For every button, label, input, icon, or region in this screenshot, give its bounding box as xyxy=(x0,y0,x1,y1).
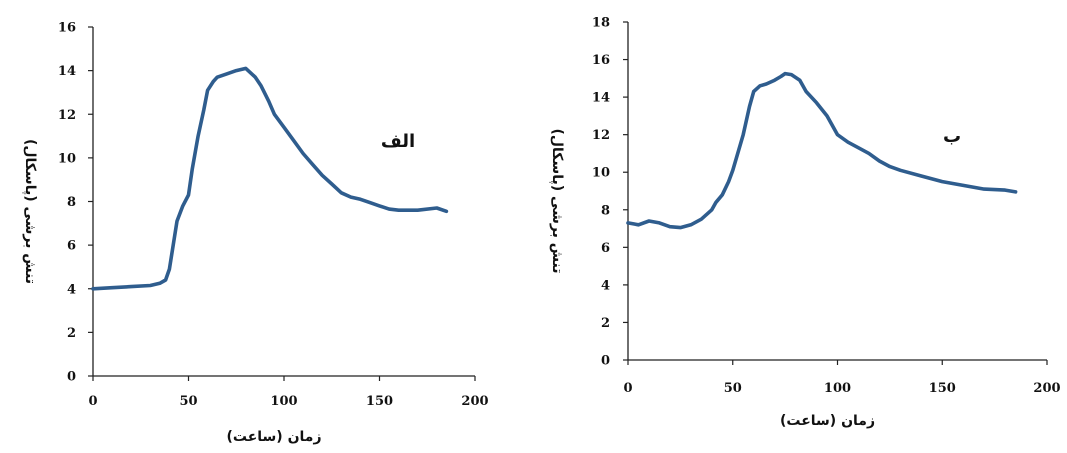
x-axis-title: زمان (ساعت) xyxy=(226,429,321,445)
x-tick-label: 200 xyxy=(1033,381,1060,396)
x-tick-label: 100 xyxy=(270,394,297,409)
y-tick-label: 8 xyxy=(67,195,76,210)
y-tick-label: 2 xyxy=(601,316,610,331)
y-tick-label: 6 xyxy=(601,241,610,256)
panel-label: الف xyxy=(381,131,415,152)
panel-label: ب xyxy=(943,126,961,147)
y-axis-title: تنش برشی (پاسکال) xyxy=(22,139,38,284)
chart-panel-1: 0 2 4 6 8 10 12 14 16 0 50 100 150 200 زمان (ساعت) تنش … xyxy=(22,21,489,446)
x-tick-label: 200 xyxy=(461,394,488,409)
y-tick-label: 10 xyxy=(592,166,610,181)
y-tick-label: 16 xyxy=(592,53,610,68)
y-tick-label: 18 xyxy=(592,16,610,31)
y-tick-label: 14 xyxy=(58,64,76,79)
y-tick-label: 0 xyxy=(67,370,76,385)
y-axis-title: تنش برشی (پاسکال) xyxy=(549,128,565,273)
x-tick-label: 50 xyxy=(179,394,197,409)
x-tick-label: 150 xyxy=(366,394,393,409)
x-tick-label: 100 xyxy=(824,381,851,396)
x-axis-title: زمان (ساعت) xyxy=(780,413,875,429)
x-tick-label: 50 xyxy=(724,381,742,396)
y-tick-label: 0 xyxy=(601,354,610,369)
series-line-1 xyxy=(626,71,1018,230)
y-tick-label: 14 xyxy=(592,91,610,106)
x-tick-label: 0 xyxy=(88,394,97,409)
series-line-1 xyxy=(91,66,449,291)
chart-panel-2: 0 2 4 6 8 10 12 14 16 18 0 50 100 150 200 زمان (ساعت) تن… xyxy=(549,16,1061,430)
x-tick-label: 150 xyxy=(929,381,956,396)
y-tick-label: 4 xyxy=(601,278,610,293)
y-tick-label: 16 xyxy=(58,21,76,36)
y-tick-label: 6 xyxy=(67,239,76,254)
y-tick-label: 2 xyxy=(67,326,76,341)
y-tick-label: 12 xyxy=(58,108,76,123)
y-tick-label: 12 xyxy=(592,128,610,143)
y-tick-label: 8 xyxy=(601,203,610,218)
y-tick-label: 4 xyxy=(67,282,76,297)
x-tick-label: 0 xyxy=(623,381,632,396)
y-tick-label: 10 xyxy=(58,151,76,166)
